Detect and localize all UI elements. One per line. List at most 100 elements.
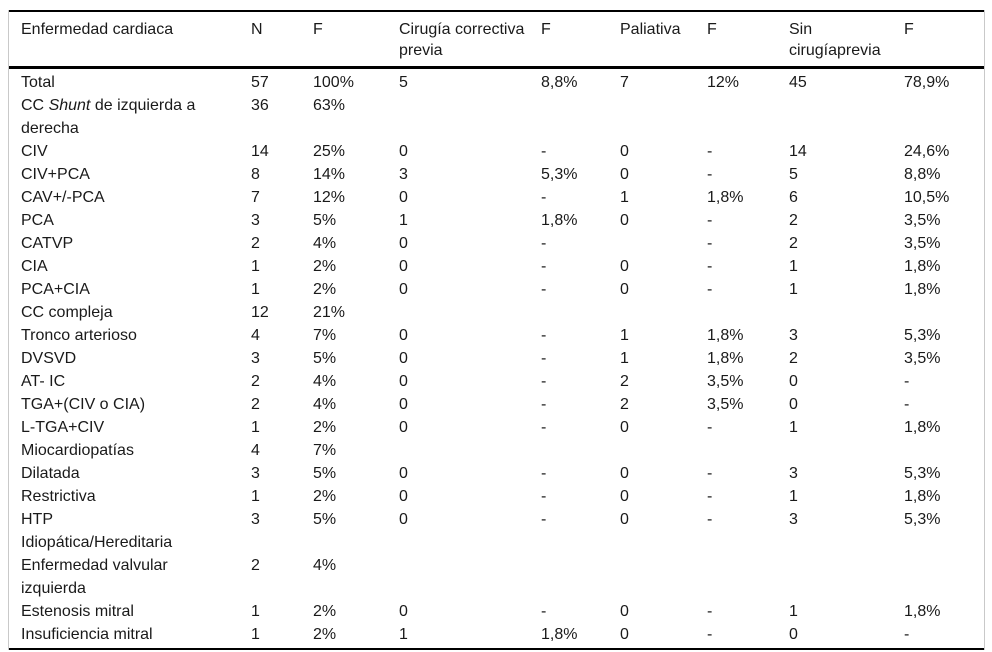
data-cell: 1: [620, 327, 629, 344]
data-cell: 4: [251, 327, 260, 344]
italic-term: Shunt: [48, 97, 91, 114]
data-cell: 0: [399, 511, 408, 528]
data-cell: 1,8%: [904, 281, 941, 298]
data-cell: 1: [789, 603, 798, 620]
column-header-4-f: F: [541, 11, 620, 69]
data-cell: 5: [399, 74, 408, 91]
data-cell: 78,9%: [904, 74, 950, 91]
data-cell: -: [541, 603, 547, 620]
data-cell: 2: [251, 235, 260, 252]
data-cell: 7: [251, 189, 260, 206]
data-cell: -: [541, 396, 547, 413]
data-cell: -: [707, 166, 713, 183]
row-label: Miocardiopatías: [21, 442, 134, 459]
data-cell: 3: [789, 327, 798, 344]
data-cell: 0: [399, 235, 408, 252]
data-cell: -: [541, 511, 547, 528]
data-cell: [620, 439, 707, 462]
data-cell: [541, 301, 620, 324]
data-cell: -: [541, 465, 547, 482]
row-label: DVSVD: [21, 350, 77, 367]
data-cell: -: [707, 419, 713, 436]
row-label: HTP Idiopática/Hereditaria: [21, 511, 173, 551]
data-cell: 0: [620, 212, 629, 229]
column-header-1-n: N: [251, 11, 313, 69]
table-frame: Enfermedad cardiaca N F Cirugía correctiva …: [8, 10, 985, 650]
data-cell: 0: [620, 488, 629, 505]
data-cell: 0: [399, 189, 408, 206]
data-cell: 0: [789, 626, 798, 643]
column-header-3-cirugi-a-correctiva-previa: Cirugía correctiva previa: [399, 11, 541, 69]
data-cell: -: [541, 350, 547, 367]
row-label: Insuficiencia mitral: [21, 626, 153, 643]
row-label: Restrictiva: [21, 488, 96, 505]
table-row: Insuficiencia mitral 1 2% 1 1,8% 0 - 0 -: [9, 623, 984, 649]
data-cell: 0: [399, 143, 408, 160]
table-row: TGA+(CIV o CIA) 2 4% 0 - 2 3,5% 0 -: [9, 393, 984, 416]
data-cell: 1,8%: [707, 327, 744, 344]
data-cell: 1,8%: [904, 603, 941, 620]
data-cell: 0: [399, 281, 408, 298]
data-cell: 12%: [313, 189, 346, 206]
data-cell: 2: [789, 235, 798, 252]
data-cell: 0: [620, 281, 629, 298]
table-row: CIA 1 2% 0 - 0 - 1 1,8%: [9, 255, 984, 278]
data-cell: 0: [620, 143, 629, 160]
data-cell: -: [541, 235, 547, 252]
table-row: Restrictiva 1 2% 0 - 0 - 1 1,8%: [9, 485, 984, 508]
row-label: PCA: [21, 212, 54, 229]
data-cell: 5,3%: [904, 511, 941, 528]
table-body: Total 57 100% 5 8,8% 7 12% 45 78,9% CC Shunt de i…: [9, 68, 984, 650]
data-cell: 1: [399, 212, 408, 229]
table-row: HTP Idiopática/Hereditaria 3 5% 0 - 0 - 3 5,3%: [9, 508, 984, 554]
row-label: CIA: [21, 258, 48, 275]
data-cell: 1,8%: [541, 626, 578, 643]
data-cell: 7: [620, 74, 629, 91]
table-row: Enfermedad valvular izquierda 2 4%: [9, 554, 984, 600]
data-cell: 2%: [313, 488, 337, 505]
data-cell: 1,8%: [707, 350, 744, 367]
data-cell: -: [904, 396, 910, 413]
data-cell: [541, 439, 620, 462]
data-cell: -: [541, 373, 547, 390]
table-row: Tronco arterioso 4 7% 0 - 1 1,8% 3 5,3%: [9, 324, 984, 347]
data-cell: [707, 554, 789, 600]
data-cell: 0: [620, 511, 629, 528]
data-cell: 12: [251, 304, 269, 321]
data-cell: 1: [251, 281, 260, 298]
data-cell: 5: [789, 166, 798, 183]
data-cell: 3,5%: [904, 212, 941, 229]
table-row: Miocardiopatías 4 7%: [9, 439, 984, 462]
data-cell: 14%: [313, 166, 346, 183]
data-cell: 1,8%: [904, 419, 941, 436]
data-cell: [707, 439, 789, 462]
column-header-7-sin-cirugi-aprevia: Sin cirugíaprevia: [789, 11, 904, 69]
row-label: Enfermedad valvular izquierda: [21, 557, 168, 597]
data-cell: 63%: [313, 97, 346, 114]
data-cell: [399, 554, 541, 600]
data-cell: 0: [789, 396, 798, 413]
data-cell: [904, 301, 984, 324]
data-cell: 1,8%: [904, 488, 941, 505]
data-cell: 1,8%: [541, 212, 578, 229]
column-header-0-enfermedad-cardiaca: Enfermedad cardiaca: [9, 11, 251, 69]
cardiac-disease-table: Enfermedad cardiaca N F Cirugía correctiva …: [9, 10, 984, 650]
data-cell: 45: [789, 74, 807, 91]
data-cell: 2: [620, 396, 629, 413]
data-cell: 2%: [313, 603, 337, 620]
table-row: PCA 3 5% 1 1,8% 0 - 2 3,5%: [9, 209, 984, 232]
table-row: DVSVD 3 5% 0 - 1 1,8% 2 3,5%: [9, 347, 984, 370]
data-cell: 1: [789, 281, 798, 298]
table-row: CATVP 2 4% 0 - - 2 3,5%: [9, 232, 984, 255]
row-label: CIV: [21, 143, 48, 160]
data-cell: 1: [251, 258, 260, 275]
data-cell: 10,5%: [904, 189, 950, 206]
data-cell: -: [541, 143, 547, 160]
data-cell: [789, 94, 904, 140]
data-cell: 2%: [313, 419, 337, 436]
row-label: Dilatada: [21, 465, 80, 482]
row-label: CAV+/-PCA: [21, 189, 105, 206]
data-cell: [541, 554, 620, 600]
data-cell: [904, 554, 984, 600]
data-cell: [620, 232, 707, 255]
